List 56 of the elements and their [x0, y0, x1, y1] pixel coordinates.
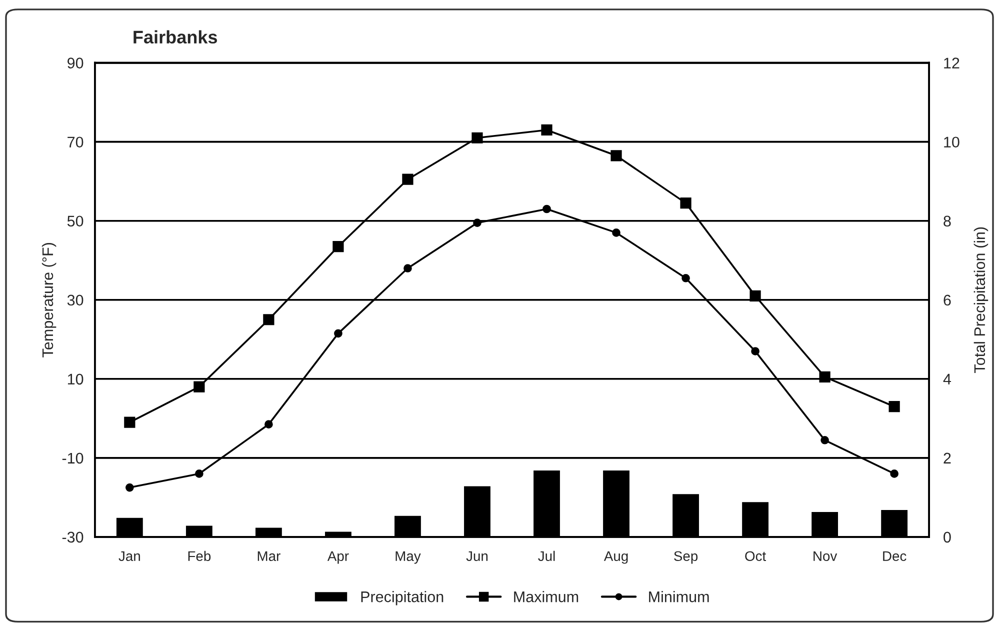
- point: [125, 483, 134, 492]
- x-tick-label: Oct: [745, 551, 766, 562]
- y2-tick-label: 10: [944, 136, 960, 148]
- y2-axis-title: Total Precipitation (in): [974, 227, 988, 373]
- x-tick-label: Sep: [674, 551, 698, 564]
- legend-label: Precipitation: [361, 590, 444, 606]
- point: [332, 240, 344, 252]
- point: [542, 204, 551, 214]
- point: [890, 470, 898, 478]
- y2-tick-label: 0: [944, 532, 951, 543]
- y-tick-label: 10: [68, 374, 84, 385]
- point: [195, 470, 204, 478]
- y2-tick-label: 6: [944, 294, 951, 306]
- point: [750, 290, 761, 302]
- x-tick-label: Dec: [883, 551, 906, 562]
- legend-label: Minimum: [649, 590, 709, 602]
- x-tick-label: May: [396, 551, 421, 564]
- y2-tick-label: 12: [944, 58, 960, 68]
- point: [751, 347, 760, 356]
- point: [888, 400, 900, 412]
- x-tick-label: Jan: [118, 551, 140, 562]
- x-tick-label: Mar: [258, 551, 280, 562]
- x-tick-label: Nov: [814, 551, 838, 562]
- y2-tick-label: 2: [944, 452, 951, 464]
- point: [404, 264, 412, 272]
- point: [402, 174, 414, 185]
- y2-tick-label: 8: [944, 216, 951, 227]
- y-tick-label: 50: [67, 216, 84, 227]
- point: [819, 371, 830, 382]
- y-tick-label: 90: [68, 58, 84, 68]
- point: [680, 198, 692, 209]
- x-tick-label: Jul: [538, 550, 555, 562]
- y-axis-title: Temperature (°F): [42, 243, 56, 358]
- x-tick-label: Jun: [466, 551, 488, 562]
- point: [263, 314, 274, 326]
- chart-title: Fairbanks: [134, 30, 217, 44]
- point: [334, 329, 342, 338]
- point: [473, 218, 482, 227]
- point: [194, 381, 205, 392]
- y2-tick-label: 4: [943, 374, 952, 384]
- legend-label: Maximum: [514, 590, 578, 602]
- y-tick-label: -30: [62, 532, 84, 543]
- x-tick-label: Apr: [327, 551, 349, 564]
- x-tick-label: Aug: [604, 551, 628, 564]
- point: [682, 274, 690, 282]
- y-tick-label: 30: [67, 294, 84, 306]
- point: [612, 228, 620, 237]
- point: [472, 132, 483, 144]
- y-tick-label: 70: [68, 136, 84, 148]
- x-tick-label: Feb: [188, 550, 211, 562]
- point: [541, 124, 552, 136]
- point: [124, 416, 136, 428]
- y-tick-label: -10: [62, 452, 84, 464]
- point: [820, 436, 829, 444]
- point: [610, 150, 622, 162]
- point: [264, 420, 273, 428]
